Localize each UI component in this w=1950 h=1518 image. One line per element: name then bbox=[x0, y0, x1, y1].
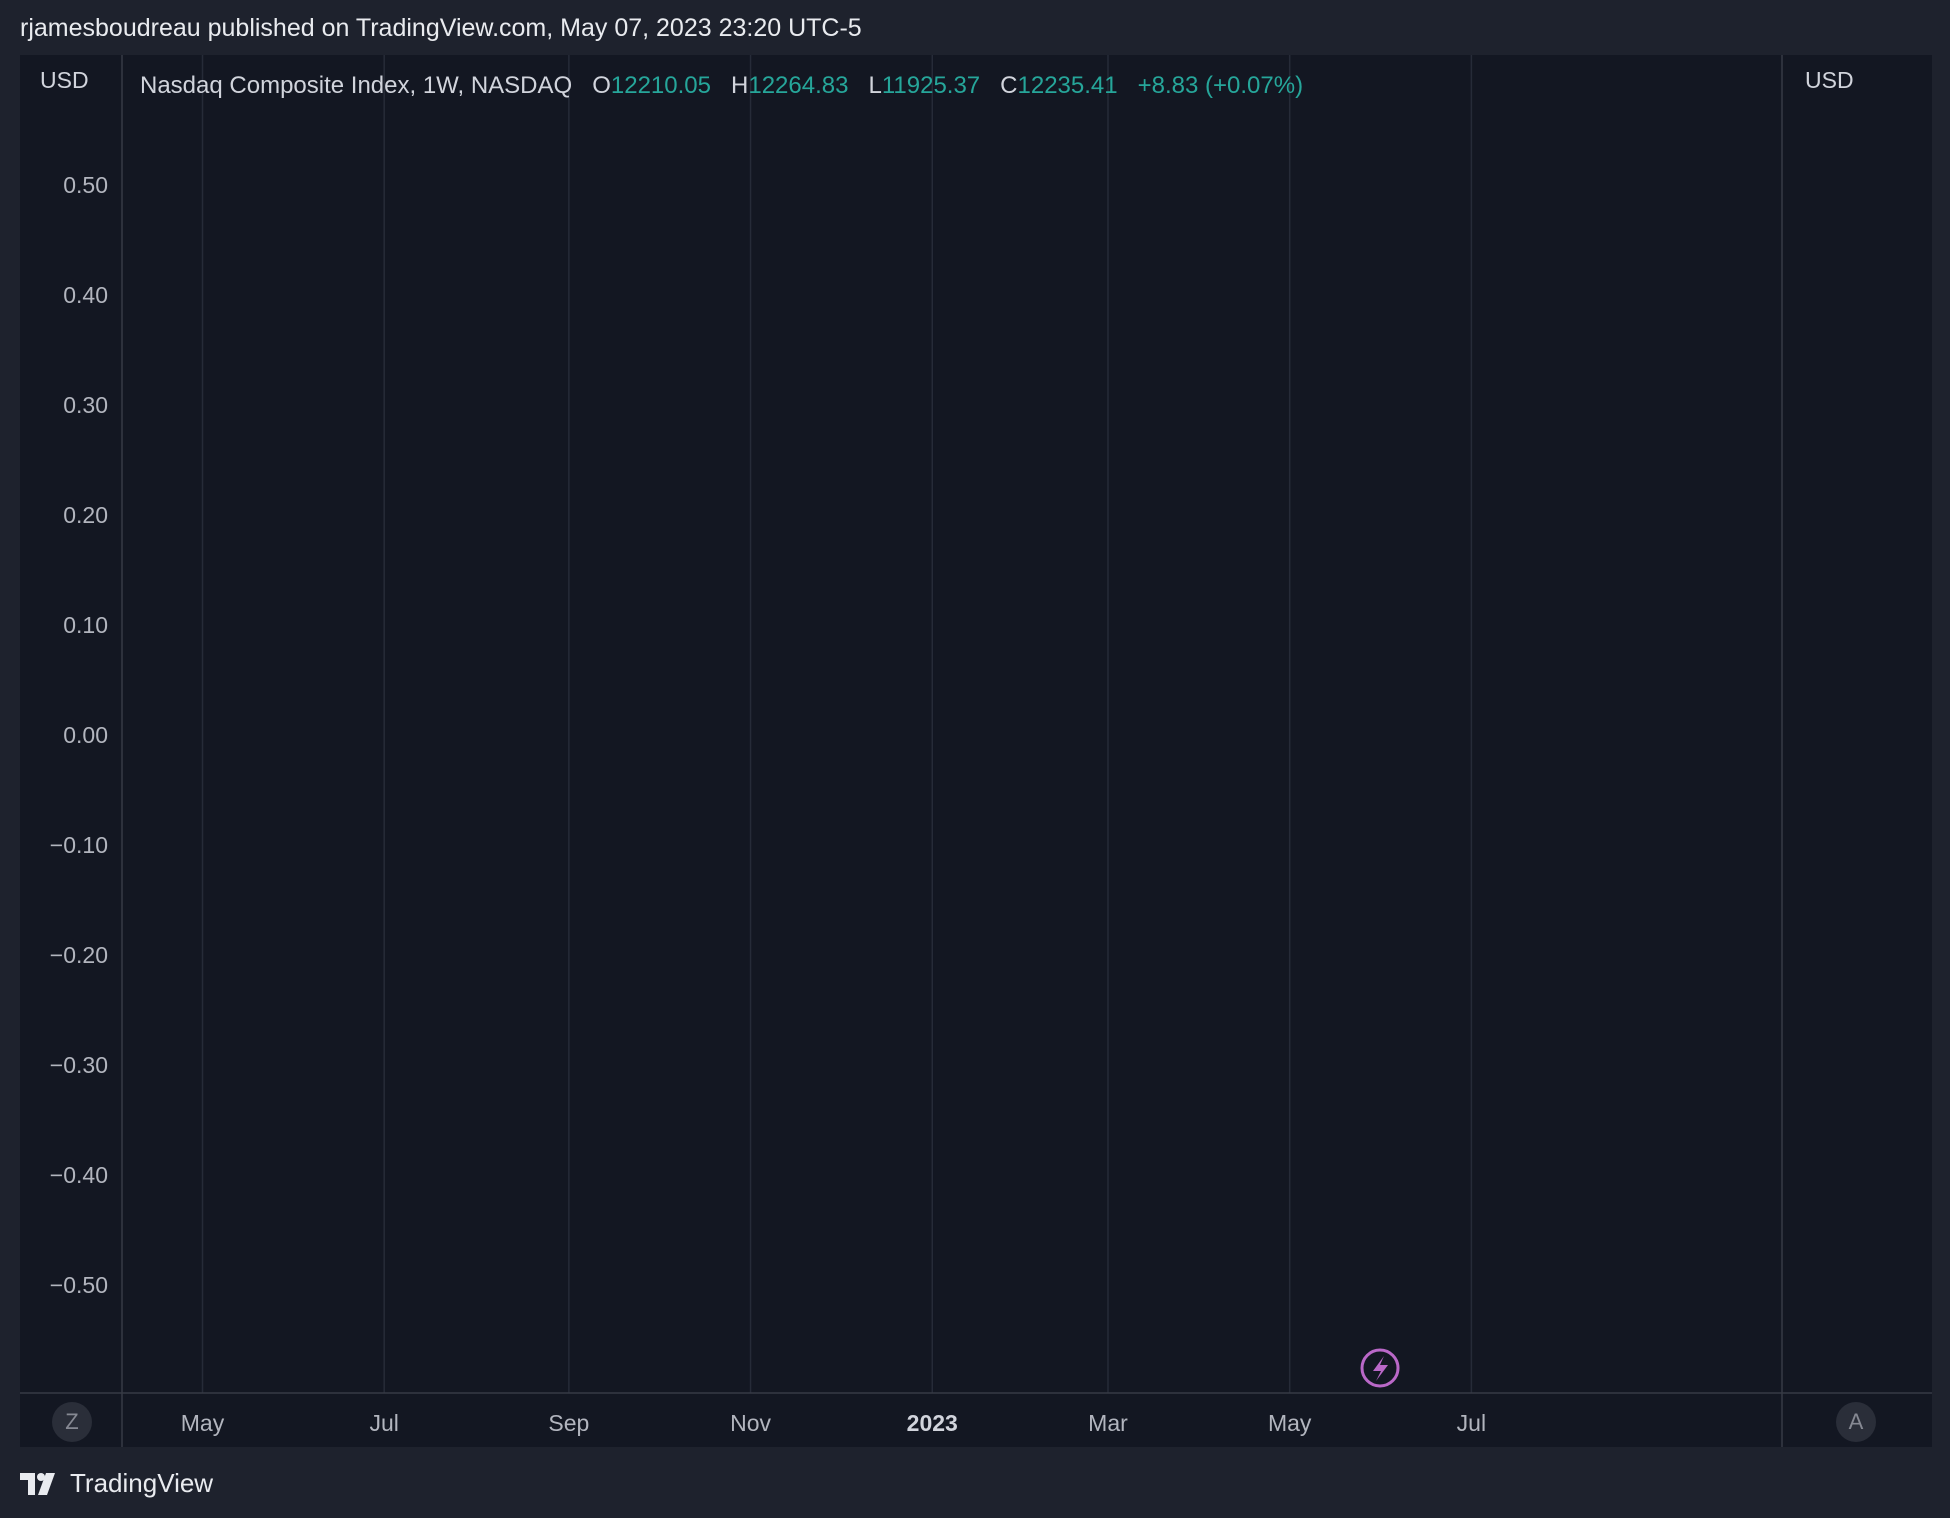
x-axis-tick-5: Mar bbox=[1088, 1410, 1128, 1436]
left-axis-unit: USD bbox=[40, 67, 89, 93]
left-axis-tick-9: −0.40 bbox=[50, 1162, 108, 1188]
left-axis-tick-0: 0.50 bbox=[63, 172, 108, 198]
auto-scale-button[interactable]: A bbox=[1836, 1402, 1876, 1442]
legend-close-value: 12235.41 bbox=[1017, 72, 1118, 99]
left-axis-tick-8: −0.30 bbox=[50, 1052, 108, 1078]
x-axis-tick-3: Nov bbox=[730, 1410, 771, 1436]
x-axis-tick-6: May bbox=[1268, 1410, 1312, 1436]
left-axis-tick-2: 0.30 bbox=[63, 392, 108, 418]
x-axis-tick-0: May bbox=[181, 1410, 225, 1436]
tradingview-brand[interactable]: TradingView bbox=[20, 1468, 213, 1499]
x-axis-tick-7: Jul bbox=[1457, 1410, 1486, 1436]
left-scale-button[interactable]: Z bbox=[52, 1402, 92, 1442]
tradingview-logo-icon bbox=[20, 1472, 55, 1495]
left-price-scale: USD 0.50 0.40 0.30 0.20 0.10 0.00 −0.10 −0.20 −0.… bbox=[40, 67, 108, 1298]
x-axis-tick-1: Jul bbox=[369, 1410, 398, 1436]
legend-low-value: 11925.37 bbox=[881, 72, 981, 99]
left-axis-tick-10: −0.50 bbox=[50, 1272, 108, 1298]
left-axis-tick-1: 0.40 bbox=[63, 282, 108, 308]
legend-close-label: C bbox=[1000, 72, 1018, 99]
left-axis-tick-4: 0.10 bbox=[63, 612, 108, 638]
left-axis-tick-3: 0.20 bbox=[63, 502, 108, 528]
legend-high-label: H bbox=[731, 72, 749, 99]
brand-name: TradingView bbox=[70, 1468, 214, 1498]
legend-open-value: 12210.05 bbox=[610, 72, 711, 99]
right-axis-unit: USD bbox=[1805, 67, 1854, 93]
event-marker[interactable] bbox=[1360, 1348, 1400, 1388]
right-price-scale: USD16000.0015200.0014400.0013900.0013400… bbox=[1805, 67, 1854, 93]
legend-symbol-name[interactable]: Nasdaq Composite Index, 1W, NASDAQ bbox=[140, 72, 573, 99]
left-axis-tick-7: −0.20 bbox=[50, 942, 108, 968]
legend-change-value: +8.83 (+0.07%) bbox=[1137, 72, 1304, 99]
publish-credit: rjamesboudreau published on TradingView.… bbox=[20, 14, 862, 42]
chart-pane[interactable] bbox=[20, 55, 1932, 1447]
x-axis-tick-2: Sep bbox=[548, 1410, 589, 1436]
lightning-bolt-icon bbox=[1373, 1356, 1388, 1381]
x-axis-tick-4: 2023 bbox=[907, 1410, 958, 1436]
left-axis-tick-6: −0.10 bbox=[50, 832, 108, 858]
legend-low-label: L bbox=[868, 72, 882, 99]
symbol-legend[interactable]: Nasdaq Composite Index, 1W, NASDAQ O1221… bbox=[140, 72, 1303, 100]
grid-lines bbox=[201, 55, 1473, 1393]
legend-open-label: O bbox=[592, 72, 611, 99]
lightning-icon bbox=[1360, 1348, 1400, 1388]
left-axis-tick-5: 0.00 bbox=[63, 722, 108, 748]
time-scale: May Jul Sep Nov 2023 Mar May Jul bbox=[181, 1410, 1486, 1436]
legend-high-value: 12264.83 bbox=[748, 72, 849, 99]
